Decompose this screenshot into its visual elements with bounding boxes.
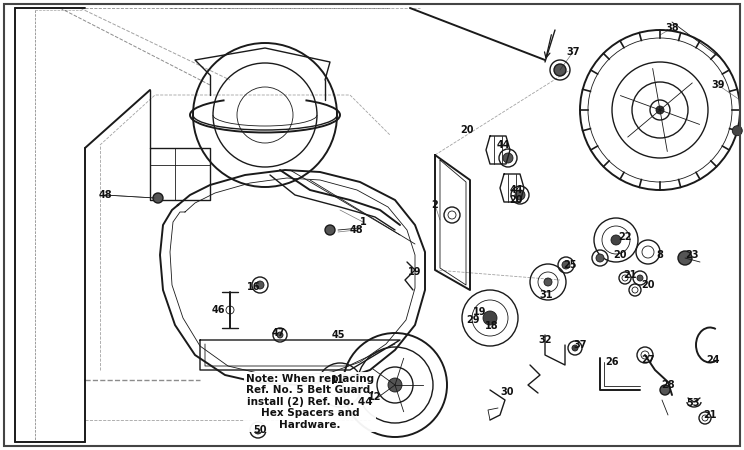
Circle shape xyxy=(277,332,283,338)
Text: 21: 21 xyxy=(623,270,637,280)
Text: 1: 1 xyxy=(359,217,366,227)
Circle shape xyxy=(554,64,566,76)
Circle shape xyxy=(503,153,513,163)
Text: 8: 8 xyxy=(656,250,664,260)
Text: 20: 20 xyxy=(461,125,474,135)
Text: Note: When replacing
Ref. No. 5 Belt Guard,
install (2) Ref. No. 44
Hex Spacers : Note: When replacing Ref. No. 5 Belt Gua… xyxy=(246,374,374,430)
Text: 20: 20 xyxy=(641,280,655,290)
Circle shape xyxy=(732,126,743,136)
Circle shape xyxy=(572,345,578,351)
Circle shape xyxy=(325,225,335,235)
Text: 26: 26 xyxy=(606,357,619,367)
Text: 47: 47 xyxy=(272,328,285,338)
Circle shape xyxy=(678,251,692,265)
Text: 48: 48 xyxy=(98,190,112,200)
Text: 21: 21 xyxy=(703,410,716,420)
Text: 2: 2 xyxy=(432,200,438,210)
Text: 11: 11 xyxy=(331,375,344,385)
Circle shape xyxy=(611,235,621,245)
Circle shape xyxy=(483,311,497,325)
Circle shape xyxy=(656,106,664,114)
Text: 20: 20 xyxy=(613,250,626,260)
Text: 25: 25 xyxy=(563,260,577,270)
Text: 53: 53 xyxy=(686,398,700,408)
Text: 32: 32 xyxy=(538,335,552,345)
Text: 22: 22 xyxy=(618,232,632,242)
Circle shape xyxy=(562,261,570,269)
Text: 12: 12 xyxy=(368,392,382,402)
Circle shape xyxy=(637,275,643,281)
Text: 28: 28 xyxy=(661,380,675,390)
Circle shape xyxy=(544,278,552,286)
Text: 31: 31 xyxy=(539,290,553,300)
Text: 29: 29 xyxy=(466,315,480,325)
Text: 23: 23 xyxy=(685,250,699,260)
Text: 16: 16 xyxy=(247,282,260,292)
Text: 19: 19 xyxy=(408,267,422,277)
Circle shape xyxy=(388,378,402,392)
Circle shape xyxy=(254,426,262,434)
Circle shape xyxy=(256,281,264,289)
Text: 27: 27 xyxy=(641,355,655,365)
Text: 44: 44 xyxy=(509,185,523,195)
Circle shape xyxy=(153,193,163,203)
Text: 39: 39 xyxy=(711,80,725,90)
Text: 38: 38 xyxy=(665,23,679,33)
Text: 37: 37 xyxy=(566,47,580,57)
Text: 50: 50 xyxy=(253,425,267,435)
Circle shape xyxy=(596,254,604,262)
Text: 37: 37 xyxy=(573,340,587,350)
Text: 20: 20 xyxy=(509,195,523,205)
Circle shape xyxy=(515,190,525,200)
Text: 18: 18 xyxy=(485,321,498,331)
Text: 48: 48 xyxy=(349,225,363,235)
Text: 19: 19 xyxy=(473,307,487,317)
Text: 45: 45 xyxy=(331,330,344,340)
Text: 44: 44 xyxy=(496,140,510,150)
Text: 46: 46 xyxy=(211,305,225,315)
Text: 24: 24 xyxy=(706,355,719,365)
Circle shape xyxy=(660,385,670,395)
Text: 30: 30 xyxy=(500,387,514,397)
